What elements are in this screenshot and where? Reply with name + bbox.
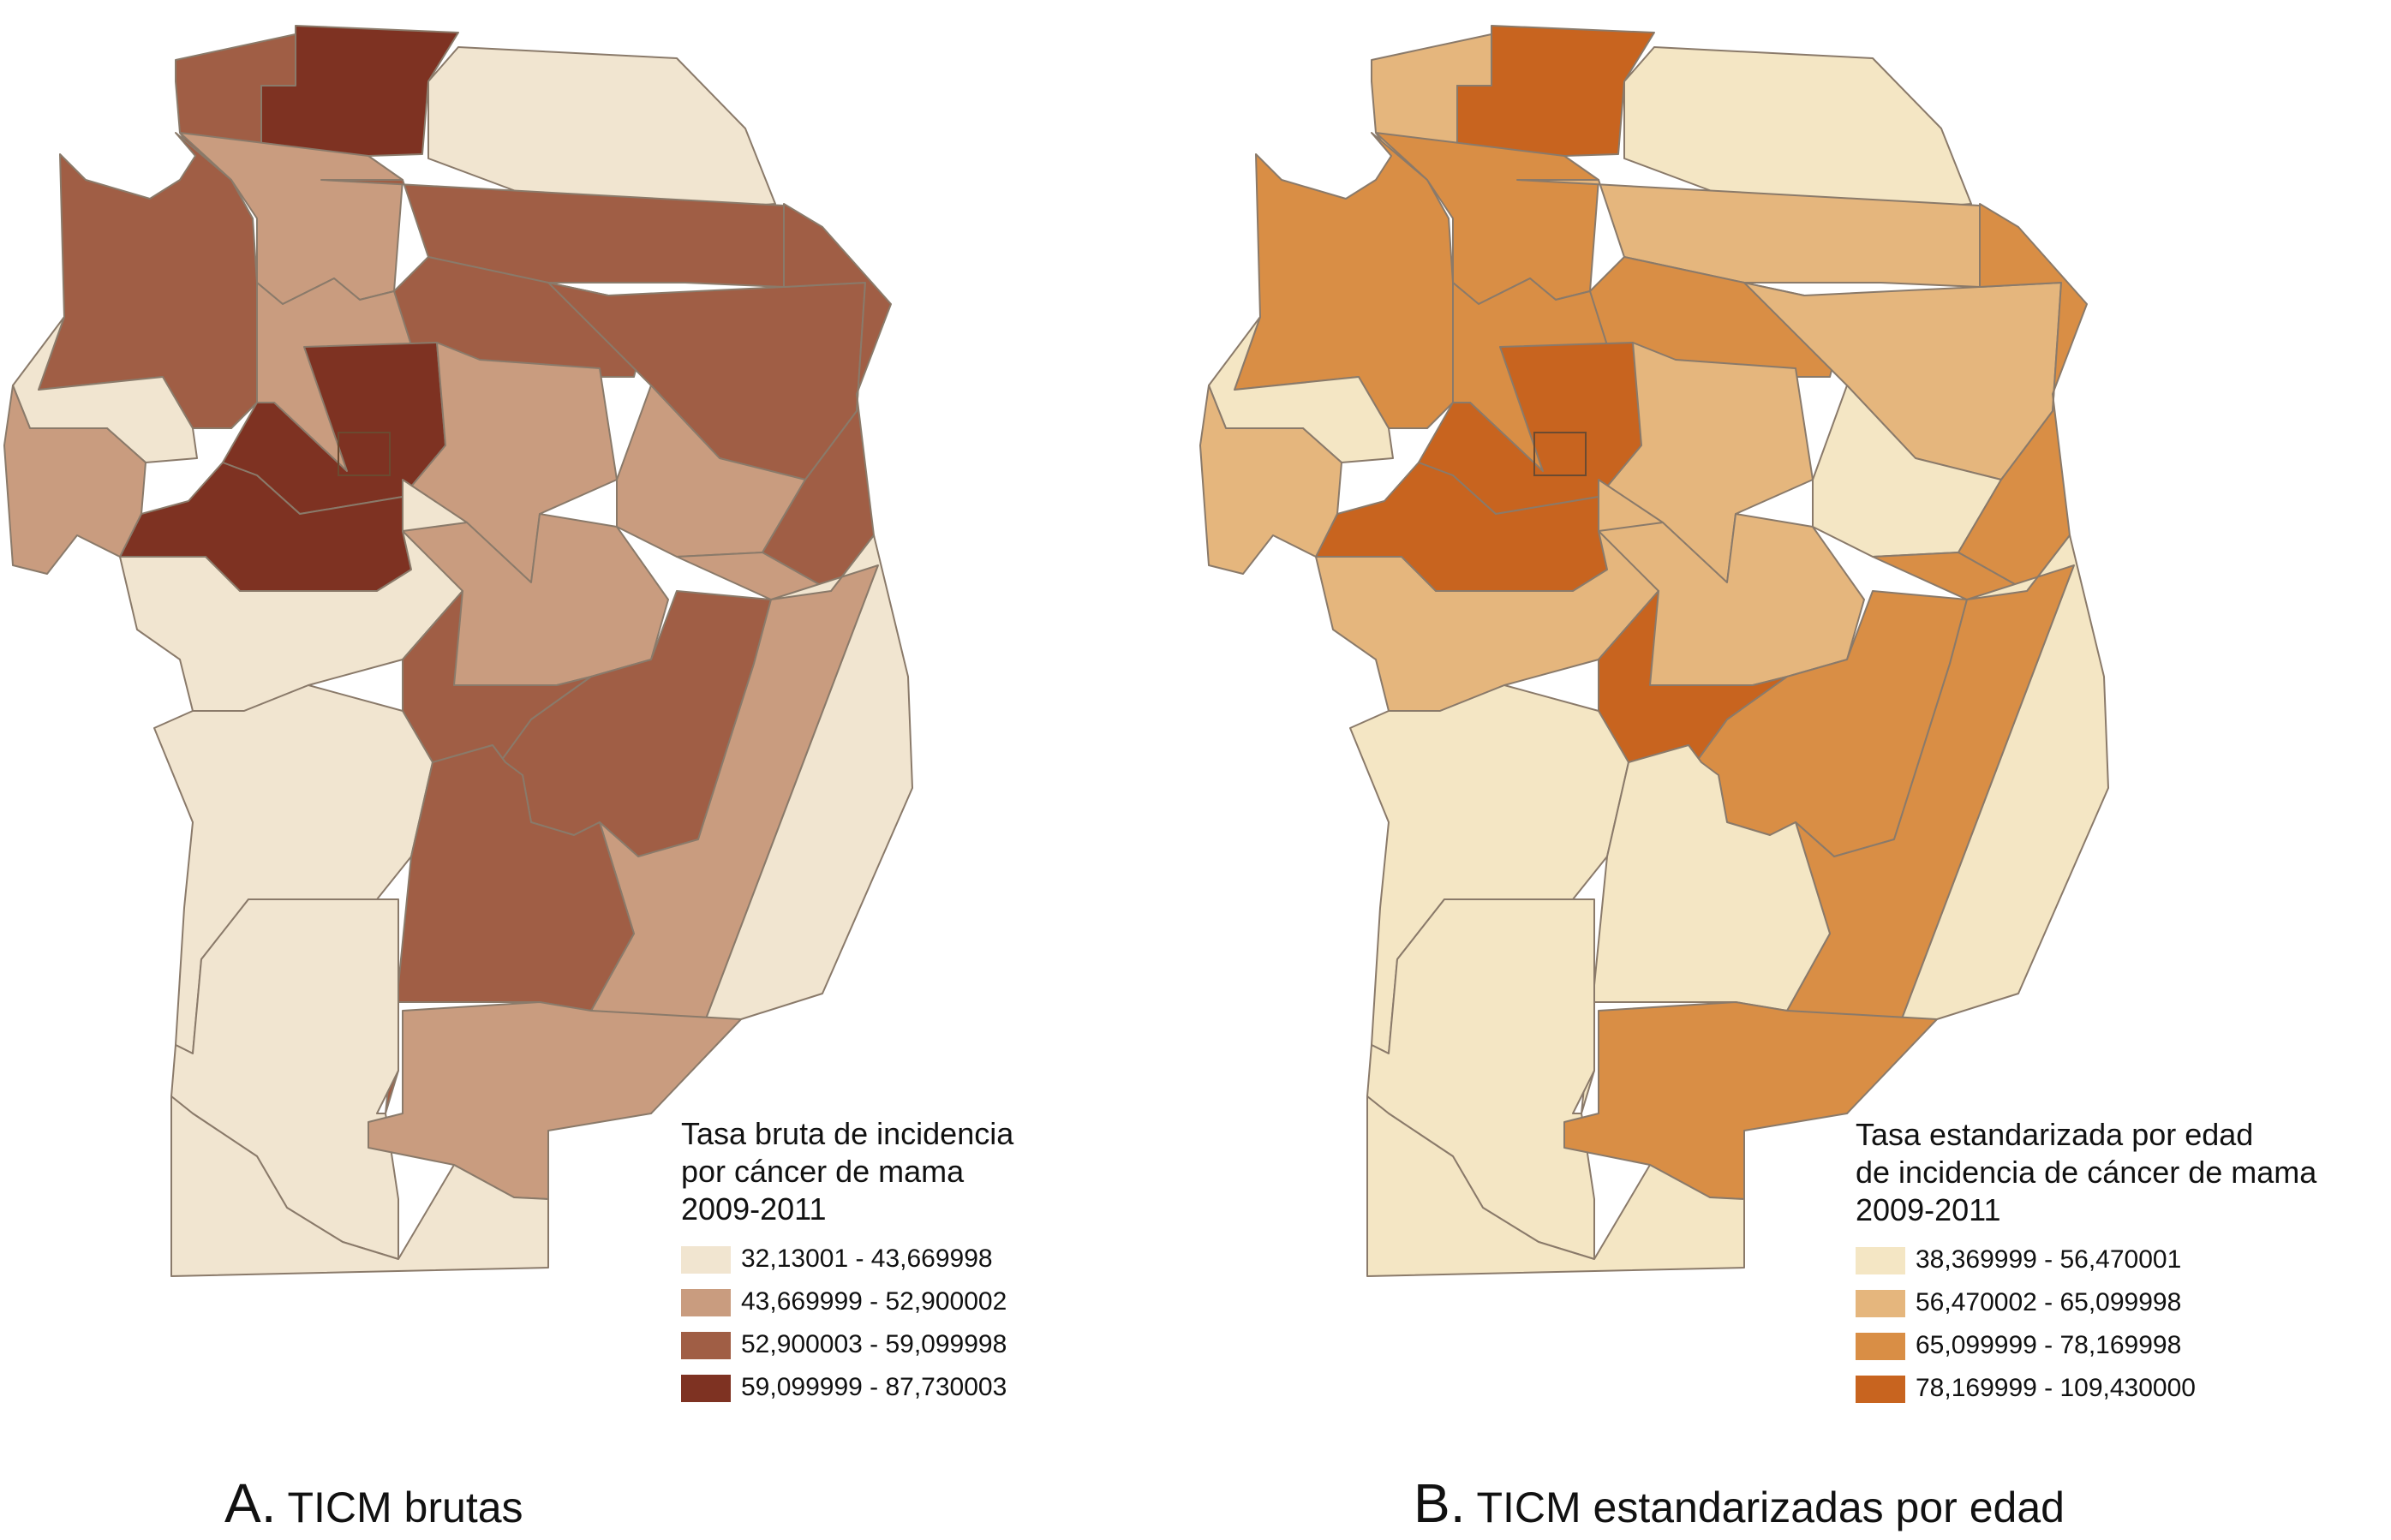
legend-item: 59,099999 - 87,730003	[681, 1367, 1013, 1410]
legend-swatch	[681, 1331, 731, 1359]
legend-item: 32,13001 - 43,669998	[681, 1239, 1013, 1281]
legend-b: Tasa estandarizada por edad de incidenci…	[1856, 1116, 2316, 1411]
legend-label: 78,169999 - 109,430000	[1916, 1374, 2196, 1403]
legend-label: 52,900003 - 59,099998	[741, 1330, 1007, 1359]
department-region	[1898, 534, 2109, 1029]
panel-caption: A. TICM brutas	[224, 1471, 523, 1535]
legend-title-line: 2009-2011	[1856, 1191, 2001, 1227]
legend-label: 43,669999 - 52,900002	[741, 1287, 1007, 1316]
legend-swatch	[681, 1245, 731, 1274]
legend-title-line: Tasa estandarizada por edad	[1856, 1117, 2254, 1152]
legend-swatch	[1856, 1375, 1905, 1403]
legend-item: 52,900003 - 59,099998	[681, 1324, 1013, 1367]
legend-item: 56,470002 - 65,099998	[1856, 1282, 2316, 1325]
panel-letter: B.	[1414, 1472, 1466, 1534]
legend-title-line: Tasa bruta de incidencia	[681, 1116, 1014, 1151]
capital-city-outline	[338, 432, 391, 476]
legend-label: 32,13001 - 43,669998	[741, 1245, 993, 1274]
panel-caption: B. TICM estandarizadas por edad	[1414, 1471, 2065, 1535]
legend-title-line: de incidencia de cáncer de mama	[1856, 1154, 2317, 1190]
legend-title-line: por cáncer de mama	[681, 1153, 965, 1189]
choropleth-map-b	[1199, 25, 2109, 1277]
legend-swatch	[1856, 1289, 1905, 1317]
map-panel-a: Tasa bruta de incidencia por cáncer de m…	[0, 0, 1195, 1540]
legend-title: Tasa bruta de incidencia por cáncer de m…	[681, 1115, 1013, 1228]
capital-city-outline	[1533, 432, 1587, 476]
map-panel-b: Tasa estandarizada por edad de incidenci…	[1196, 0, 2391, 1540]
legend-label: 38,369999 - 56,470001	[1916, 1245, 2182, 1274]
panel-caption-text: TICM brutas	[287, 1483, 523, 1531]
legend-label: 56,470002 - 65,099998	[1916, 1288, 2182, 1317]
choropleth-map-a	[3, 25, 913, 1277]
department-region	[170, 1095, 549, 1277]
legend-title-line: 2009-2011	[681, 1191, 827, 1227]
department-region	[702, 534, 913, 1029]
legend-swatch	[1856, 1332, 1905, 1360]
legend-item: 38,369999 - 56,470001	[1856, 1239, 2316, 1282]
legend-label: 65,099999 - 78,169998	[1916, 1331, 2182, 1360]
panel-caption-text: TICM estandarizadas por edad	[1476, 1483, 2065, 1531]
legend-item: 65,099999 - 78,169998	[1856, 1325, 2316, 1368]
legend-swatch	[1856, 1246, 1905, 1274]
legend-swatch	[681, 1288, 731, 1316]
legend-label: 59,099999 - 87,730003	[741, 1373, 1007, 1402]
legend-swatch	[681, 1374, 731, 1402]
panel-letter: A.	[224, 1472, 277, 1534]
legend-a: Tasa bruta de incidencia por cáncer de m…	[681, 1115, 1013, 1410]
legend-item: 78,169999 - 109,430000	[1856, 1368, 2316, 1411]
legend-item: 43,669999 - 52,900002	[681, 1281, 1013, 1324]
legend-title: Tasa estandarizada por edad de incidenci…	[1856, 1116, 2316, 1229]
department-region	[1366, 1095, 1745, 1277]
